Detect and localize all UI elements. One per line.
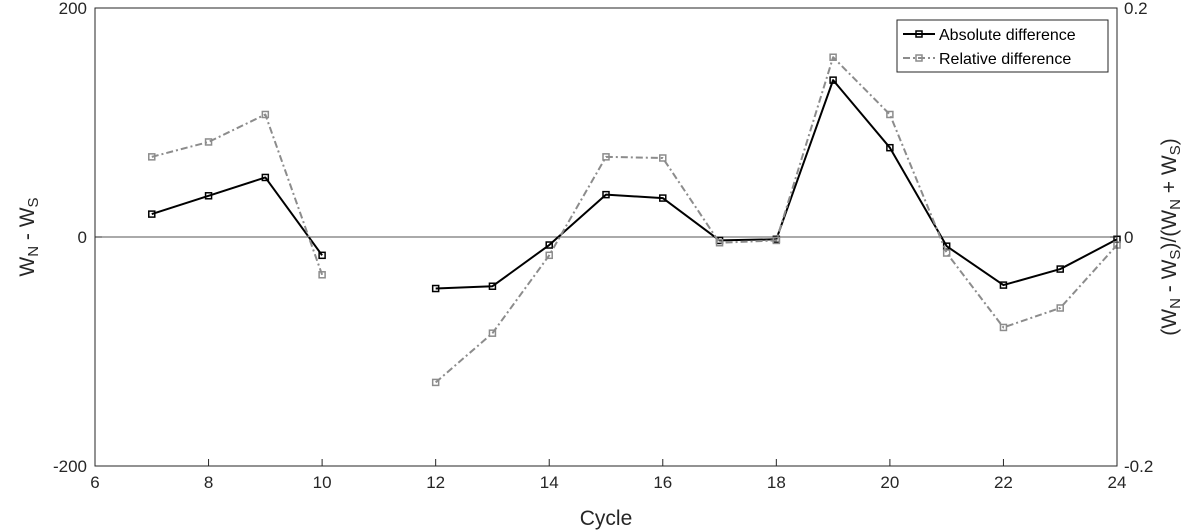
data-point	[829, 53, 837, 61]
x-tick-label: 20	[880, 473, 899, 492]
data-point	[545, 251, 553, 260]
data-point	[204, 192, 213, 200]
y-axis-left-title: WN - WS	[16, 197, 42, 276]
x-tick-label: 6	[90, 473, 99, 492]
data-point	[999, 281, 1008, 289]
y-left-tick-label: 0	[78, 228, 87, 247]
legend-box	[896, 19, 1109, 73]
data-point	[545, 241, 553, 249]
data-point	[829, 76, 837, 84]
x-tick-label: 22	[994, 473, 1013, 492]
data-point	[999, 323, 1008, 332]
y-left-tick-label: 200	[59, 0, 87, 18]
data-point	[1056, 265, 1064, 273]
series-line	[151, 176, 323, 256]
x-tick-label: 16	[653, 473, 672, 492]
data-point	[318, 251, 326, 260]
data-point	[659, 194, 667, 202]
data-point	[942, 249, 951, 257]
legend: Absolute difference Relative difference	[896, 19, 1109, 73]
series-line	[151, 113, 324, 276]
y-right-tick-label: 0.2	[1124, 0, 1148, 18]
series-relative-difference	[148, 53, 1121, 387]
data-point	[602, 153, 610, 161]
y-right-tick-label: 0	[1124, 228, 1133, 247]
x-tick-label: 18	[767, 473, 786, 492]
x-axis-title: Cycle	[580, 507, 633, 530]
data-point	[1056, 304, 1064, 312]
data-point	[431, 378, 440, 387]
data-point	[488, 282, 497, 290]
legend-label: Absolute difference	[939, 27, 1076, 44]
data-point	[659, 154, 667, 162]
data-point	[261, 110, 270, 119]
data-point	[602, 190, 610, 199]
legend-label: Relative difference	[939, 51, 1071, 68]
x-tick-label: 24	[1108, 473, 1127, 492]
data-point	[204, 138, 213, 146]
legend-marker	[915, 54, 923, 62]
data-point	[772, 236, 781, 245]
series-line	[435, 56, 1118, 384]
data-point	[431, 284, 440, 293]
legend-marker	[915, 30, 923, 38]
data-point	[148, 153, 156, 161]
y-axis-right-title: (WN - WS)/(WN + WS)	[1158, 138, 1184, 335]
y-right-tick-label: -0.2	[1124, 457, 1153, 476]
x-tick-label: 8	[204, 473, 213, 492]
x-tick-label: 12	[426, 473, 445, 492]
x-tick-label: 14	[540, 473, 559, 492]
data-point	[886, 110, 894, 119]
data-point	[886, 143, 894, 152]
data-point	[715, 238, 724, 247]
y-left-tick-label: -200	[53, 457, 87, 476]
series-layer	[148, 53, 1121, 387]
data-point	[488, 329, 497, 337]
x-tick-label: 10	[313, 473, 332, 492]
data-point	[261, 173, 270, 182]
data-point	[148, 210, 156, 218]
axes-layer: 6 8 10 12 14 16 18 20 22 24 -200 0 200 -0.2 0 0.2	[53, 0, 1153, 492]
data-point	[318, 271, 326, 279]
